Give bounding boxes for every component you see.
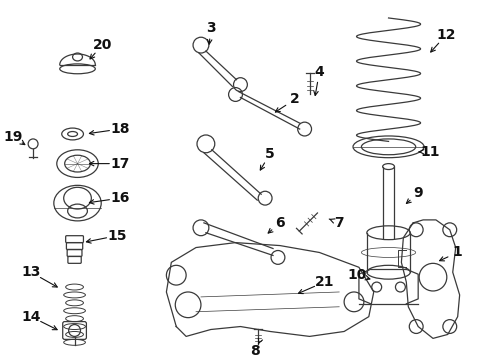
Text: 13: 13	[22, 265, 41, 279]
Text: 19: 19	[3, 130, 23, 144]
Text: 5: 5	[265, 147, 275, 161]
Text: 9: 9	[414, 186, 423, 200]
Text: 16: 16	[110, 191, 130, 205]
Text: 2: 2	[290, 93, 299, 107]
Text: 7: 7	[334, 216, 344, 230]
Text: 11: 11	[420, 145, 440, 159]
Text: 6: 6	[275, 216, 285, 230]
Text: 8: 8	[250, 344, 260, 358]
Text: 14: 14	[22, 310, 41, 324]
Text: 12: 12	[436, 28, 456, 42]
Text: 4: 4	[315, 65, 324, 79]
Text: 10: 10	[347, 268, 367, 282]
Text: 21: 21	[315, 275, 334, 289]
Text: 1: 1	[453, 246, 463, 260]
Text: 15: 15	[107, 229, 127, 243]
Text: 3: 3	[206, 21, 216, 35]
Text: 20: 20	[93, 38, 112, 52]
Text: 18: 18	[110, 122, 130, 136]
Text: 17: 17	[110, 157, 130, 171]
